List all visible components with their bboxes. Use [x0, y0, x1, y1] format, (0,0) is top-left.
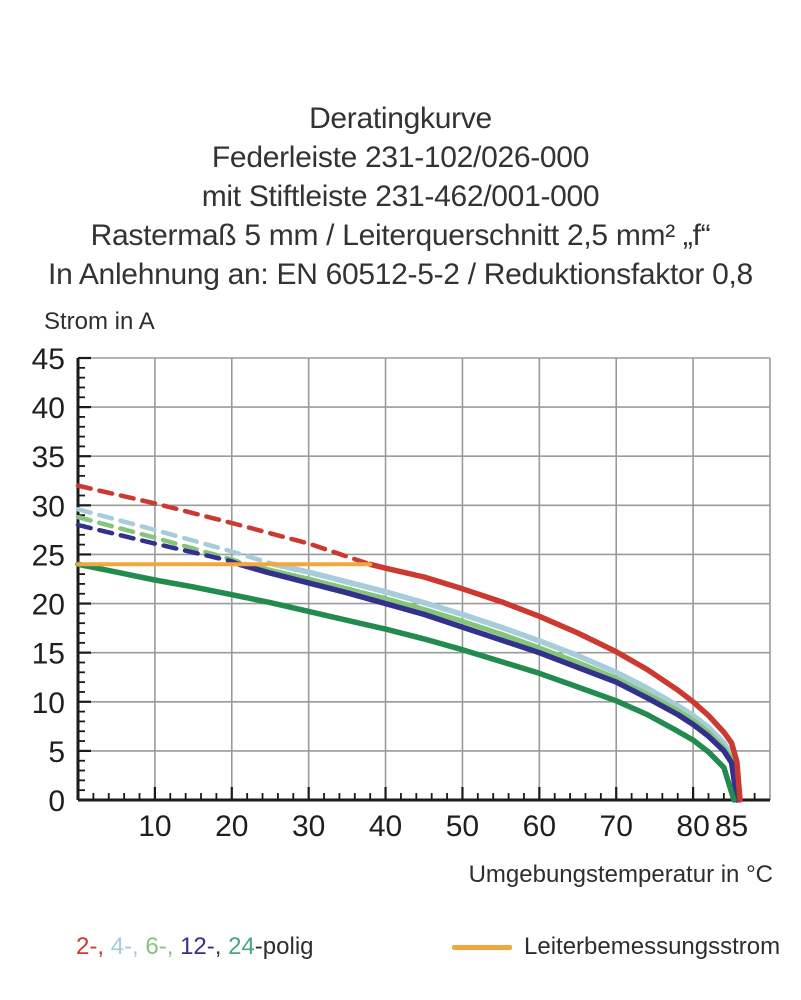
y-tick-label: 10: [32, 687, 65, 720]
title-line-1: Deratingkurve: [309, 102, 492, 135]
x-tick-label: 85: [715, 810, 748, 843]
x-tick-label: 30: [292, 810, 325, 843]
legend-pole-4: 4-,: [110, 933, 146, 960]
x-tick-label: 10: [138, 810, 171, 843]
derating-chart: 10 20 30 40 50 60 70 80 85 0 5 10 15 20 25 30 35 40 45: [32, 343, 771, 843]
y-tick-label: 30: [32, 490, 65, 523]
curve-6-polig: [243, 561, 741, 803]
x-tick-label: 60: [523, 810, 556, 843]
chart-title-block: Deratingkurve Federleiste 231-102/026-00…: [0, 99, 801, 294]
y-tick-label: 5: [48, 736, 65, 769]
legend-poles-suffix: -polig: [254, 933, 314, 960]
legend-pole-12: 12-,: [180, 933, 229, 960]
title-line-5: In Anlehnung an: EN 60512-5-2 / Reduktio…: [48, 258, 753, 291]
curve-2-polig-dashed: [75, 483, 373, 567]
legend-pole-24: 24: [228, 933, 255, 960]
x-tick-label: 20: [215, 810, 248, 843]
curve-4-polig-dashed: [75, 507, 277, 567]
legend-pole-6: 6-,: [145, 933, 181, 960]
x-axis-title: Umgebungstemperatur in °C: [468, 861, 773, 888]
y-tick-label: 40: [32, 392, 65, 425]
poles-legend: 2-, 4-, 6-, 12-, 24-polig: [76, 933, 314, 961]
legend-pole-2: 2-,: [76, 933, 111, 960]
y-tick-label: 35: [32, 441, 65, 474]
y-tick-label: 15: [32, 638, 65, 671]
x-tick-label: 40: [369, 810, 402, 843]
curve-2-polig: [367, 561, 743, 803]
y-tick-label: 20: [32, 589, 65, 622]
curve-12-polig: [236, 561, 740, 803]
y-axis-title: Strom in A: [44, 308, 155, 335]
y-tick-label: 45: [32, 343, 65, 376]
x-tick-label: 70: [600, 810, 633, 843]
x-tick-label: 80: [676, 810, 709, 843]
rated-current-label: Leiterbemessungsstrom: [524, 933, 781, 960]
title-line-3: mit Stiftleiste 231-462/001-000: [201, 180, 600, 213]
title-line-4: Rastermaß 5 mm / Leiterquerschnitt 2,5 m…: [90, 219, 711, 252]
y-tick-label: 25: [32, 539, 65, 572]
y-tick-label: 0: [48, 785, 65, 818]
curve-24-polig: [75, 561, 737, 803]
x-tick-label: 50: [446, 810, 479, 843]
rated-current-swatch: [452, 944, 512, 950]
title-line-2: Federleiste 231-102/026-000: [211, 141, 590, 174]
curve-4-polig: [271, 561, 742, 803]
rated-current-legend: Leiterbemessungsstrom: [452, 933, 780, 961]
